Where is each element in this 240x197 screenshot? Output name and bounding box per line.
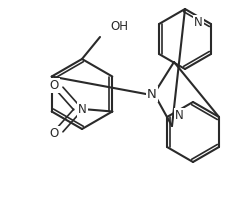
Text: N: N (78, 103, 87, 116)
Text: OH: OH (110, 20, 128, 33)
Text: N: N (194, 16, 203, 29)
Text: O: O (50, 79, 59, 92)
Text: N: N (147, 87, 157, 100)
Text: O: O (50, 127, 59, 140)
Text: N: N (175, 109, 184, 122)
